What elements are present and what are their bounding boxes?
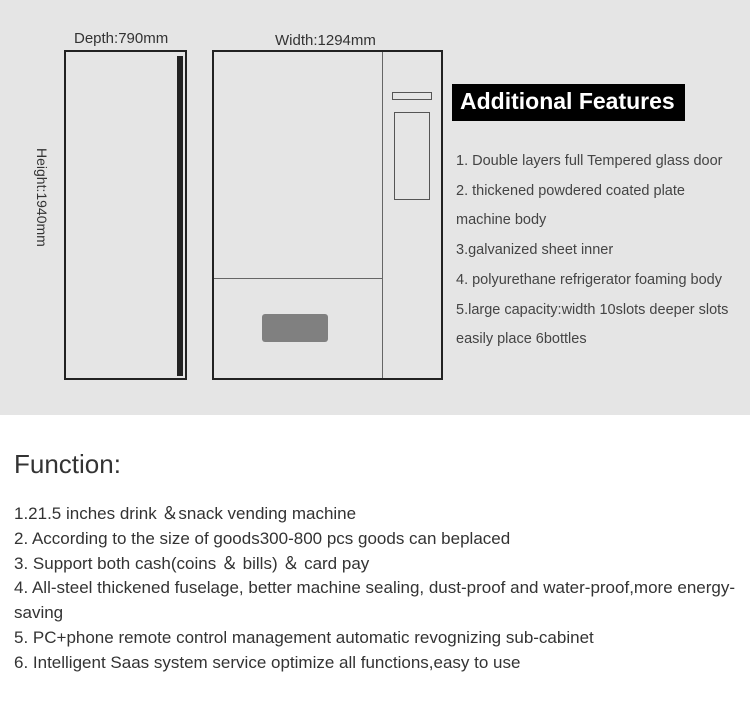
additional-features-heading: Additional Features [452,84,685,121]
feature-item: 4. polyurethane refrigerator foaming bod… [456,266,740,296]
function-item: 4. All-steel thickened fuselage, better … [14,576,736,626]
feature-item: 2. thickened powdered coated plate machi… [456,177,740,236]
front-view-box [212,50,443,380]
coin-slot [392,92,432,100]
side-view-box [64,50,187,380]
diagram-panel: Depth:790mm Width:1294mm Height:1940mm A… [0,0,750,415]
function-item: 5. PC+phone remote control management au… [14,626,736,651]
feature-item: 5.large capacity:width 10slots deeper sl… [456,296,740,355]
depth-label: Depth:790mm [74,30,168,47]
function-item: 6. Intelligent Saas system service optim… [14,651,736,676]
front-vertical-divider [382,52,383,378]
function-item: 2. According to the size of goods300-800… [14,527,736,552]
control-screen [394,112,430,200]
function-section: Function: 1.21.5 inches drink ＆snack ven… [0,415,750,716]
side-view-door-edge [177,56,183,376]
dispense-slot [262,314,328,342]
function-heading: Function: [14,449,736,480]
function-item: 3. Support both cash(coins ＆ bills) ＆ ca… [14,552,736,577]
additional-features-list: 1. Double layers full Tempered glass doo… [456,147,740,355]
front-horizontal-divider [214,278,382,279]
width-label: Width:1294mm [275,32,376,49]
feature-item: 1. Double layers full Tempered glass doo… [456,147,740,177]
height-label: Height:1940mm [34,148,50,247]
function-list: 1.21.5 inches drink ＆snack vending machi… [14,502,736,676]
function-item: 1.21.5 inches drink ＆snack vending machi… [14,502,736,527]
feature-item: 3.galvanized sheet inner [456,236,740,266]
